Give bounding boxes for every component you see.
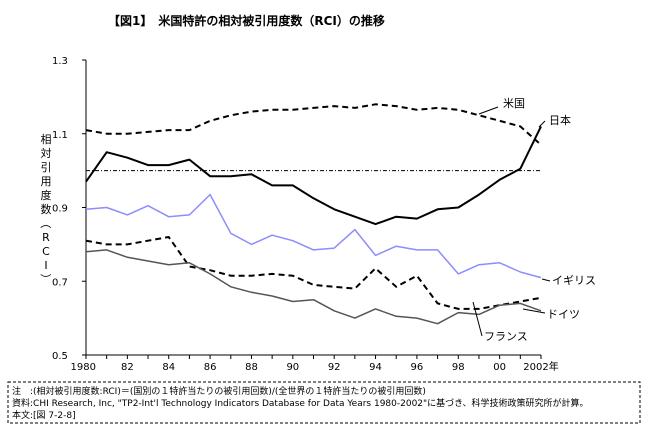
y-axis-label-char: 相 — [41, 133, 52, 146]
x-tick-label: 92 — [328, 362, 341, 373]
series-label-leader — [522, 308, 546, 314]
y-tick-label: 0.7 — [52, 277, 68, 288]
x-tick-label: 2002年 — [523, 360, 558, 373]
axes — [85, 60, 541, 356]
y-tick-label: 0.9 — [52, 204, 68, 215]
series-label: 日本 — [549, 113, 571, 127]
series-label: ドイツ — [547, 308, 580, 321]
x-tick-label: 00 — [493, 362, 506, 373]
series-label: イギリス — [552, 274, 596, 287]
chart-title: 【図1】 米国特許の相対被引用度数（RCI）の推移 — [108, 13, 385, 28]
notes-frame — [7, 381, 641, 424]
y-axis-label-char: R — [42, 231, 50, 244]
ticks: 0.5 0.7 0.9 1.1 1.3 1980 82 84 86 88 90 92 94 96 98 00 2… — [52, 56, 559, 373]
x-tick-label: 98 — [452, 362, 465, 373]
series-line — [85, 236, 542, 310]
series-label-leader — [472, 301, 483, 337]
series-line — [85, 249, 542, 325]
y-axis-label-char: 度 — [41, 188, 52, 202]
series-label-leader — [478, 106, 499, 115]
y-axis-label-char: 対 — [41, 146, 52, 160]
series-line — [85, 193, 542, 279]
y-axis-label-char: 数 — [41, 203, 52, 216]
y-axis-label-char: I — [44, 259, 47, 272]
y-axis-label-char: 用 — [41, 175, 52, 188]
series-line — [85, 103, 542, 146]
x-tick-label: 82 — [121, 362, 134, 373]
series-label-leader — [541, 278, 551, 282]
series-label: フランス — [484, 330, 528, 343]
series-line — [85, 125, 542, 226]
note-source: 資料:CHI Research, Inc, "TP2-Int'l Technol… — [12, 397, 589, 409]
x-tick-label: 96 — [411, 362, 424, 373]
x-tick-label: 84 — [162, 362, 175, 373]
series-label: 米国 — [503, 97, 525, 110]
x-tick-label: 88 — [245, 362, 258, 373]
y-tick-label: 0.5 — [52, 351, 68, 362]
y-tick-label: 1.3 — [52, 56, 68, 67]
x-tick-label: 94 — [369, 362, 382, 373]
series-label-leader — [538, 120, 546, 128]
note-reference: 本文:[図 7-2-8] — [12, 409, 76, 421]
y-tick-label: 1.1 — [52, 130, 68, 141]
y-axis-label-char: ） — [39, 274, 52, 285]
y-axis-label-char: 引 — [41, 160, 52, 174]
x-tick-label: 1980 — [71, 362, 96, 373]
note-definition: 注 :(相対被引用度数:RCI)＝(国別の１特許当たりの被引用回数)/(全世界の… — [12, 385, 426, 397]
y-axis-label-char: （ — [39, 218, 52, 229]
x-tick-label: 90 — [286, 362, 299, 373]
series-group — [85, 103, 542, 325]
x-tick-label: 86 — [204, 362, 217, 373]
y-axis-label-char: C — [42, 245, 50, 258]
